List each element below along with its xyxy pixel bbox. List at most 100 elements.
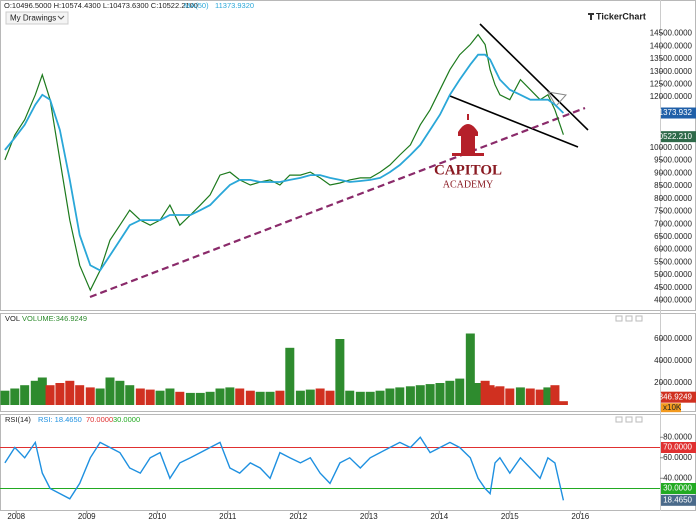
volume-bar [75,385,85,405]
volume-bar [245,390,255,405]
y-tick-label: 5000.0000 [654,270,692,279]
volume-bar [145,389,155,405]
volume-bar [115,380,125,405]
rsi-level-legend: 30.0000 [113,415,140,424]
value-badge [661,131,696,143]
y-tick-label: 12500.0000 [650,80,693,89]
y-tick-label: 4500.0000 [654,283,692,292]
volume-bar [37,377,47,405]
volume-bar [305,389,315,405]
dropdown-arrow [57,15,65,20]
x-tick-label: 2009 [78,512,96,521]
y-tick-label: 7500.0000 [654,207,692,216]
volume-bar [425,384,435,405]
value-badge-label: 30.0000 [663,484,692,493]
volume-bar [325,390,335,405]
volume-bar [265,391,275,405]
volume-bar [525,388,535,405]
volume-bar [10,388,20,405]
volume-bar [515,387,525,405]
volume-bar [105,377,115,405]
volume-bar [315,388,325,405]
volume-bar [543,387,553,405]
y-tick-label: 80.0000 [663,432,692,441]
volume-bar [480,380,490,405]
rsi-line [4,436,565,501]
unit-badge [661,403,681,413]
x-tick-label: 2010 [148,512,166,521]
volume-bar [485,385,495,405]
trendlines [449,23,589,148]
y-tick-label: 8500.0000 [654,181,692,190]
volume-bar [505,388,515,405]
y-tick-label: 4000.0000 [654,295,692,304]
volume-bar [175,391,185,405]
y-tick-label: 14500.0000 [650,29,693,38]
y-tick-label: 12000.0000 [650,92,693,101]
volume-bar [215,388,225,405]
value-badge-label: 10522.210 [654,132,692,141]
ma-value: 11373.9320 [215,1,254,10]
volume-bar [455,378,465,405]
value-badge-label: 346.9249 [659,392,693,401]
volume-bar [55,383,65,405]
ohlc-readout: O:10496.5000 H:10574.4300 L:10473.6300 C… [4,1,198,10]
my-drawings-button[interactable] [5,11,69,25]
value-badge [661,483,696,494]
volume-bar [195,392,205,405]
volume-bar [65,380,75,405]
volume-bar [465,333,475,405]
y-tick-label: 14000.0000 [650,41,693,50]
price-line [4,53,565,272]
y-tick-label: 10000.0000 [650,143,693,152]
volume-bar [558,401,568,405]
watermark-line1: CAPITOL [434,162,502,178]
y-tick-label: 40.0000 [663,473,692,482]
y-tick-label: 5500.0000 [654,257,692,266]
value-badge [661,107,696,119]
volume-bar [165,388,175,405]
volume-bar [125,385,135,405]
volume-bar [185,392,195,405]
rsi-title: RSI(14) [5,415,31,424]
y-tick-label: 2000.0000 [654,378,692,387]
rsi-legend: RSI: 18.4650 [38,415,82,424]
x-tick-label: 2014 [430,512,448,521]
volume-bar [85,387,95,405]
volume-bar [285,347,295,405]
volume-bar [45,385,55,405]
volume-bar [535,389,545,405]
volume-bar [235,388,245,405]
value-badge [661,442,696,453]
y-tick-label: 13500.0000 [650,54,693,63]
volume-bar [255,391,265,405]
volume-bar [375,390,385,405]
rsi-panel [0,414,696,511]
volume-bar [415,385,425,405]
ma-label: MA(50) [184,1,209,10]
x-tick-label: 2012 [289,512,307,521]
volume-bar [445,380,455,405]
volume-bar [405,386,415,405]
y-tick-label: 9000.0000 [654,168,692,177]
volume-title: VOL [5,314,20,323]
x-tick-label: 2011 [219,512,237,521]
volume-bar [225,387,235,405]
y-tick-label: 8000.0000 [654,194,692,203]
support-line [89,106,586,299]
volume-bar [30,380,40,405]
y-tick-label: 13000.0000 [650,67,693,76]
value-badge-label: 11373.932 [655,108,693,117]
value-badge-label: 18.4650 [663,495,692,504]
x-tick-label: 2013 [360,512,378,521]
volume-bar [395,387,405,405]
volume-bar [490,387,500,405]
watermark-logo [452,114,484,156]
volume-bar [20,385,30,405]
volume-bar [345,390,355,405]
x-tick-label: 2015 [501,512,519,521]
price-line [4,33,564,292]
my-drawings-label[interactable]: My Drawings [10,14,56,23]
panel-icons[interactable] [615,315,643,423]
